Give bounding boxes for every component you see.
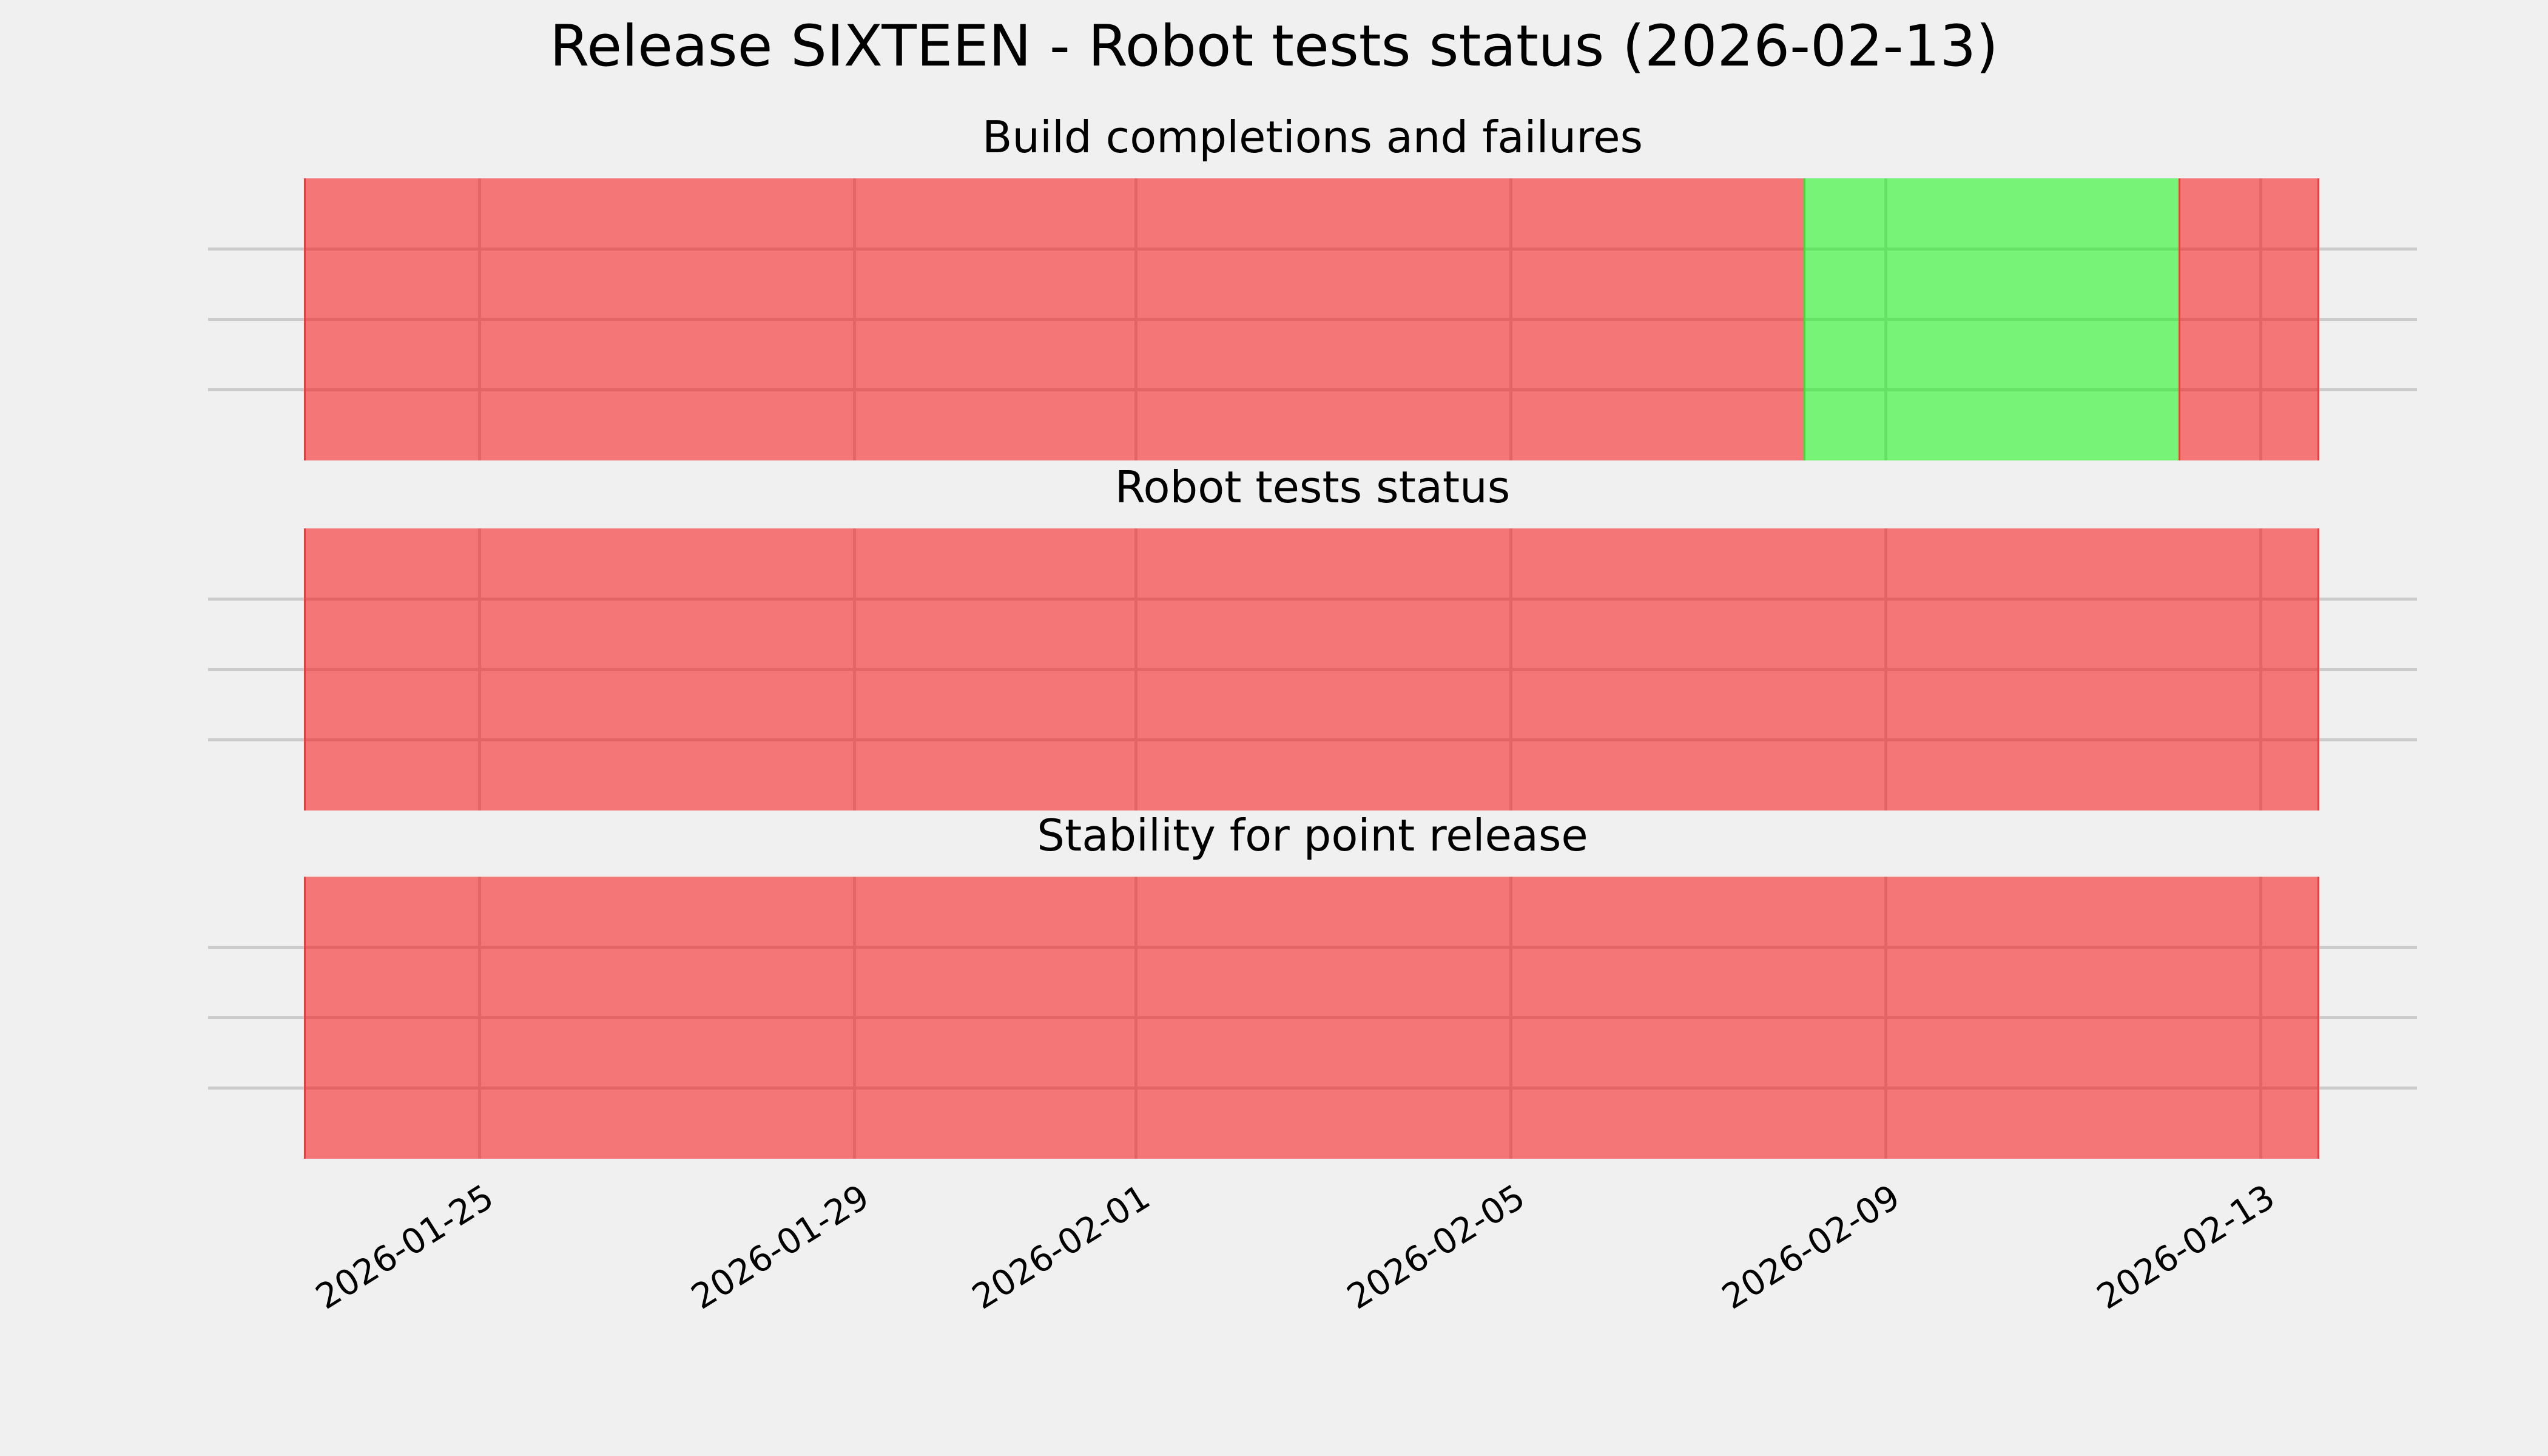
- status-segment-fail: [303, 877, 2319, 1159]
- panel-title-build-completions: Build completions and failures: [982, 112, 1643, 163]
- panel-robot-tests: [208, 528, 2417, 811]
- panel-build-completions: [208, 178, 2417, 460]
- x-tick-label-text: 2026-02-01: [965, 1177, 1157, 1318]
- status-segment-fail: [303, 528, 2319, 811]
- panel-stability: [208, 877, 2417, 1159]
- x-tick-label-text: 2026-02-05: [1340, 1177, 1532, 1318]
- chart-title: Release SIXTEEN - Robot tests status (20…: [550, 13, 1998, 79]
- panel-title-robot-tests: Robot tests status: [1114, 462, 1511, 513]
- x-tick-label-text: 2026-01-25: [309, 1177, 500, 1318]
- x-tick-label-text: 2026-01-29: [684, 1177, 876, 1318]
- status-segment-fail: [303, 178, 1804, 460]
- panel-title-stability: Stability for point release: [1037, 810, 1588, 861]
- status-segment-pass: [1804, 178, 2179, 460]
- status-segment-fail: [2179, 178, 2319, 460]
- x-tick-label-text: 2026-02-09: [1715, 1177, 1907, 1318]
- x-tick-label-text: 2026-02-13: [2090, 1177, 2282, 1318]
